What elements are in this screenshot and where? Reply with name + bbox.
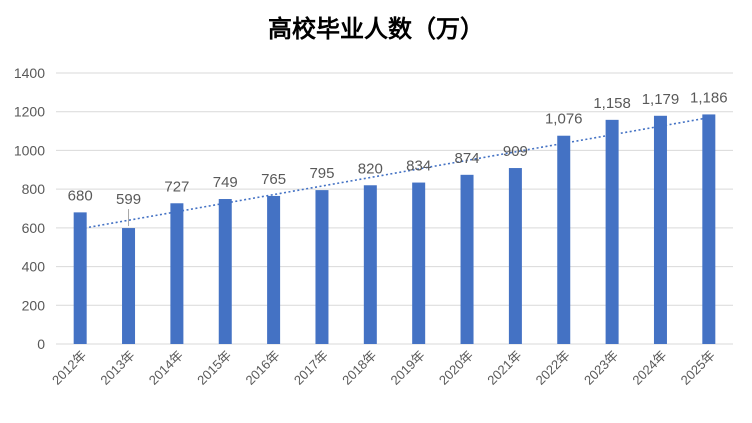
data-label: 599: [116, 191, 141, 208]
y-tick-label: 1200: [14, 104, 45, 120]
bar: [460, 174, 474, 344]
data-label: 1,076: [545, 111, 583, 128]
bar: [122, 228, 136, 344]
y-tick-label: 400: [22, 259, 46, 275]
bar: [315, 190, 329, 344]
bar: [267, 195, 281, 344]
x-tick-label: 2013年: [97, 348, 137, 388]
y-tick-label: 800: [22, 181, 46, 197]
x-tick-label: 2025年: [678, 348, 718, 388]
x-tick-label: 2021年: [484, 348, 524, 388]
bar: [557, 135, 571, 344]
data-label: 727: [164, 178, 189, 195]
trendline-layer: [80, 116, 709, 230]
x-tick-label: 2018年: [339, 348, 379, 388]
y-tick-label: 600: [22, 220, 46, 236]
gridlines: [56, 72, 733, 345]
bar: [508, 168, 522, 344]
data-label: 795: [309, 165, 334, 182]
y-tick-label: 200: [22, 297, 46, 313]
data-label: 1,179: [642, 91, 680, 108]
x-axis-ticks: 2012年 2013年 2014年 2015年 2016年 2017年 2018年 2019年…: [49, 348, 718, 388]
chart-title: 高校毕业人数（万）: [268, 15, 484, 43]
x-tick-label: 2015年: [194, 348, 234, 388]
bar: [73, 212, 87, 344]
data-label: 834: [406, 158, 431, 175]
x-tick-label: 2012年: [49, 348, 89, 388]
y-tick-label: 1400: [14, 65, 45, 81]
x-tick-label: 2020年: [436, 348, 476, 388]
data-label: 1,186: [690, 89, 728, 106]
x-tick-label: 2019年: [388, 348, 428, 388]
x-tick-label: 2024年: [629, 348, 669, 388]
bar: [170, 203, 184, 344]
data-label: 820: [358, 160, 383, 177]
data-label: 749: [213, 174, 238, 191]
bar: [412, 182, 426, 344]
bars: [73, 114, 716, 344]
x-tick-label: 2023年: [581, 348, 621, 388]
data-label: 874: [455, 150, 480, 167]
data-label: 680: [68, 187, 93, 204]
bar: [702, 114, 716, 344]
trendline: [80, 116, 709, 230]
x-tick-label: 2022年: [533, 348, 573, 388]
data-label: 1,158: [593, 95, 631, 112]
bar: [363, 185, 377, 344]
x-tick-label: 2017年: [291, 348, 331, 388]
x-tick-label: 2016年: [242, 348, 282, 388]
bar: [653, 115, 667, 344]
y-axis-ticks: 0 200 400 600 800 1000 1200 1400: [14, 65, 45, 352]
data-label: 765: [261, 171, 286, 188]
x-tick-label: 2014年: [146, 348, 186, 388]
data-labels: 680 599 727 749 765 795 820 834 874 909 1,076 1,158…: [68, 89, 728, 208]
bar: [605, 119, 619, 344]
data-label: 909: [503, 143, 528, 160]
bar: [218, 199, 232, 344]
y-tick-label: 0: [37, 336, 45, 352]
y-tick-label: 1000: [14, 142, 45, 158]
